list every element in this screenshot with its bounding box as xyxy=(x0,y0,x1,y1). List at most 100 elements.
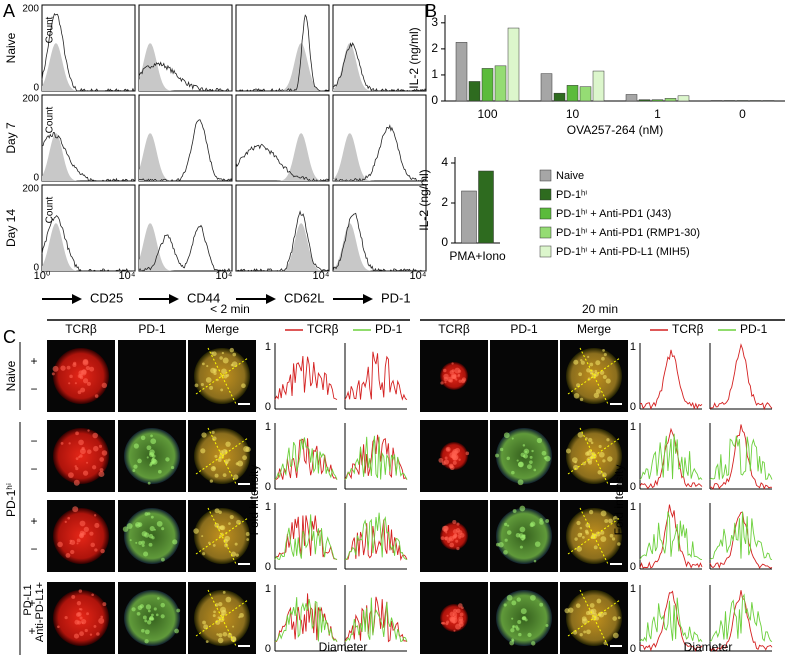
bar xyxy=(736,100,749,102)
bar xyxy=(723,100,736,102)
speckle xyxy=(498,542,504,548)
y-tick-label: 2 xyxy=(431,41,438,55)
speckle xyxy=(594,616,600,621)
speckle xyxy=(576,520,581,526)
speckle xyxy=(601,472,607,478)
speckle xyxy=(536,437,543,444)
panel-label: A xyxy=(3,1,15,21)
speckle xyxy=(161,527,165,531)
speckle xyxy=(229,514,234,520)
speckle xyxy=(519,505,526,512)
speckle xyxy=(612,515,619,522)
speckle xyxy=(573,464,579,471)
speckle xyxy=(506,530,512,535)
speckle xyxy=(598,611,605,618)
legend-label: PD-1ʰⁱ + Anti-PD1 (J43) xyxy=(556,208,671,220)
y-tick-label: 1 xyxy=(630,421,636,433)
intensity-profile xyxy=(344,351,408,401)
y-tick-label: 1 xyxy=(265,421,271,433)
bar xyxy=(566,85,579,102)
y-tick-label: 0 xyxy=(265,401,271,413)
speckle xyxy=(512,509,517,513)
speckle xyxy=(75,431,79,436)
speckle xyxy=(458,616,464,622)
speckle xyxy=(79,631,84,637)
arrow xyxy=(333,294,373,304)
speckle xyxy=(126,523,133,529)
control-histogram xyxy=(42,133,135,181)
marker-label: CD44 xyxy=(187,290,220,305)
speckle xyxy=(221,351,225,355)
speckle xyxy=(161,557,165,562)
speckle xyxy=(522,444,526,447)
speckle xyxy=(99,457,105,462)
legend-label: PD-1 xyxy=(375,322,403,336)
speckle xyxy=(598,451,605,458)
intensity-profile xyxy=(274,515,338,561)
y-tick-label: 1 xyxy=(265,583,271,595)
y-tick-label: 0 xyxy=(33,263,39,274)
speckle xyxy=(447,539,451,543)
speckle xyxy=(221,368,227,375)
speckle xyxy=(600,510,607,517)
speckle xyxy=(223,374,228,379)
intensity-profile xyxy=(344,597,408,643)
speckle xyxy=(215,619,221,625)
time-header: < 2 min xyxy=(210,302,250,316)
speckle xyxy=(238,616,241,619)
speckle xyxy=(98,471,105,478)
speckle xyxy=(122,526,129,532)
speckle xyxy=(229,347,235,353)
speckle xyxy=(129,539,132,542)
speckle xyxy=(80,608,83,611)
speckle xyxy=(64,616,68,620)
speckle xyxy=(165,457,170,462)
speckle xyxy=(79,448,86,455)
speckle xyxy=(515,532,521,538)
speckle xyxy=(100,615,104,619)
condition: + xyxy=(28,624,35,638)
speckle xyxy=(100,548,105,554)
speckle xyxy=(174,628,179,634)
speckle xyxy=(600,530,605,535)
speckle xyxy=(147,512,151,516)
speckle xyxy=(452,374,457,379)
speckle xyxy=(533,468,537,472)
speckle xyxy=(200,382,204,387)
speckle xyxy=(76,538,81,543)
y-tick-label: 0 xyxy=(630,481,636,493)
speckle xyxy=(545,519,550,523)
speckle xyxy=(150,515,154,519)
speckle xyxy=(445,622,449,626)
speckle xyxy=(70,549,75,555)
speckle xyxy=(575,603,581,608)
intensity-profile xyxy=(639,433,703,481)
speckle xyxy=(98,617,105,624)
speckle xyxy=(52,365,59,372)
speckle xyxy=(458,458,461,461)
speckle xyxy=(217,616,221,619)
speckle xyxy=(243,446,250,452)
speckle xyxy=(206,365,209,368)
control-histogram xyxy=(236,223,329,271)
speckle xyxy=(224,459,229,464)
x-tick-label: 1 xyxy=(654,107,661,121)
speckle xyxy=(517,461,524,468)
speckle xyxy=(572,457,578,463)
speckle xyxy=(534,541,541,547)
speckle xyxy=(459,612,464,617)
speckle xyxy=(75,612,81,617)
speckle xyxy=(221,609,227,616)
speckle xyxy=(451,362,454,365)
x-tick-label: 10⁴ xyxy=(216,270,233,282)
speckle xyxy=(101,382,108,389)
speckle xyxy=(603,611,607,616)
speckle xyxy=(131,607,136,612)
speckle xyxy=(523,448,530,455)
speckle xyxy=(583,630,587,634)
speckle xyxy=(448,537,453,541)
speckle xyxy=(495,453,500,458)
speckle xyxy=(74,465,77,468)
speckle xyxy=(76,600,82,606)
y-tick-label: 1 xyxy=(265,501,271,513)
